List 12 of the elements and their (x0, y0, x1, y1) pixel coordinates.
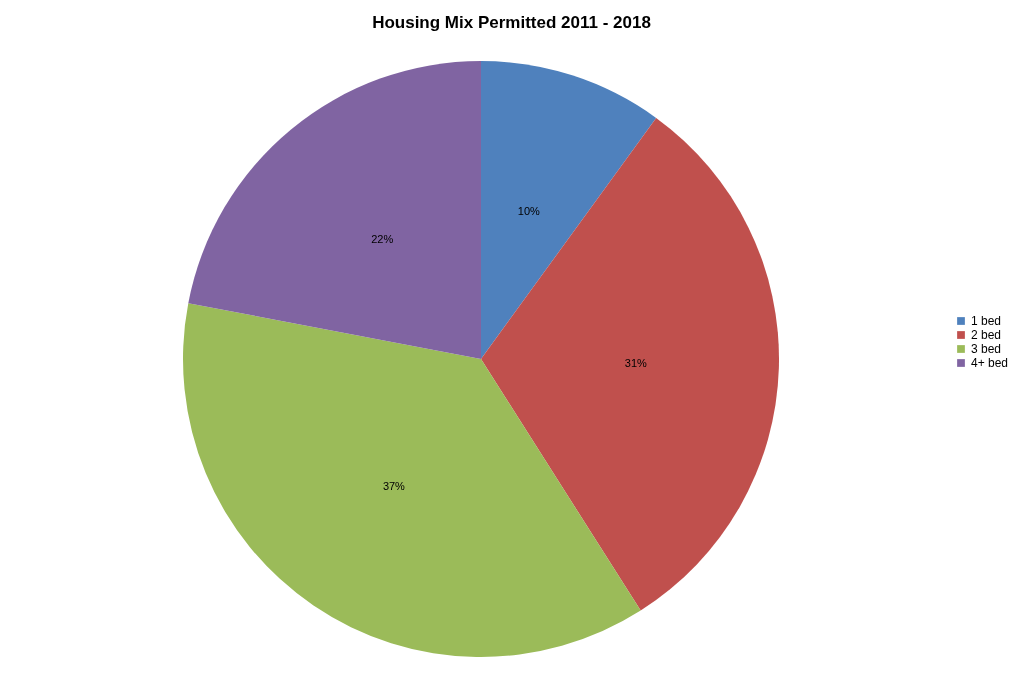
legend-label: 2 bed (971, 328, 1002, 342)
chart-title: Housing Mix Permitted 2011 - 2018 (372, 13, 651, 32)
legend-label: 1 bed (971, 314, 1002, 328)
data-label: 22% (371, 232, 394, 245)
data-label: 37% (382, 480, 406, 493)
legend-label: 3 bed (971, 342, 1002, 356)
pie-slice (188, 61, 481, 359)
legend-label: 4+ bed (971, 356, 1009, 370)
data-label: 10% (517, 204, 541, 217)
data-label: 31% (624, 356, 648, 369)
pie-slice (481, 117, 779, 611)
pie-slice (481, 61, 657, 359)
